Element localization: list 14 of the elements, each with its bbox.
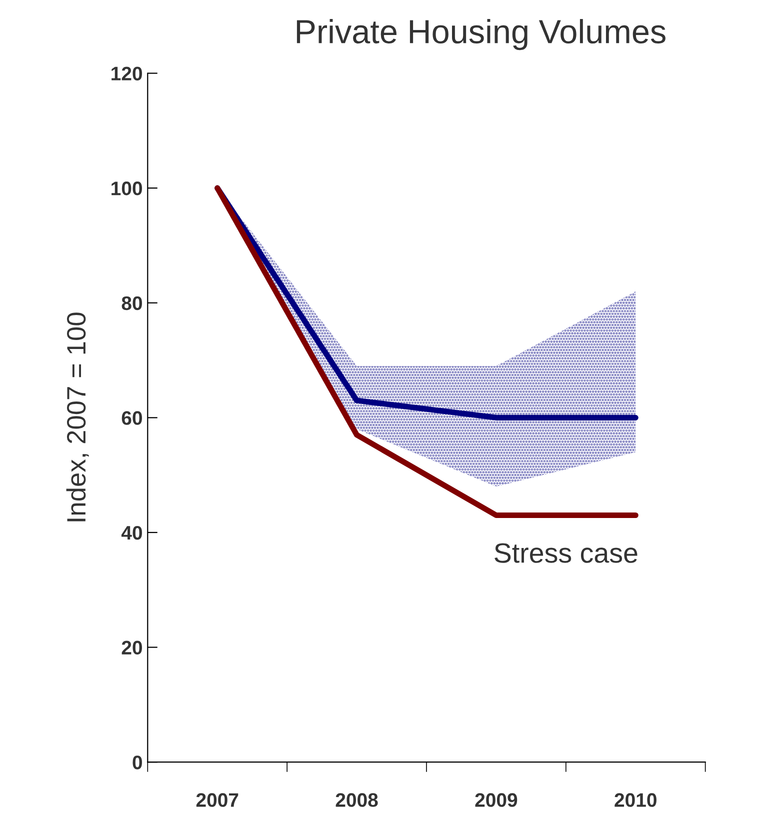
y-axis-title: Index, 2007 = 100 <box>66 312 89 522</box>
x-tick-label: 2007 <box>196 793 238 807</box>
y-tick-label: 0 <box>132 756 142 770</box>
y-tick-label: 40 <box>121 526 142 540</box>
y-tick-label: 120 <box>112 66 142 80</box>
series-label: Stress case <box>494 543 638 563</box>
x-tick-label: 2008 <box>336 793 378 807</box>
y-tick-label: 60 <box>122 411 142 425</box>
y-tick-label: 100 <box>112 182 142 196</box>
x-tick-label: 2010 <box>614 793 656 807</box>
y-tick-label: 20 <box>122 640 142 655</box>
y-tick-label: 80 <box>122 296 142 310</box>
x-tick-label: 2009 <box>475 793 518 807</box>
chart-title: Private Housing Volumes <box>296 19 666 50</box>
